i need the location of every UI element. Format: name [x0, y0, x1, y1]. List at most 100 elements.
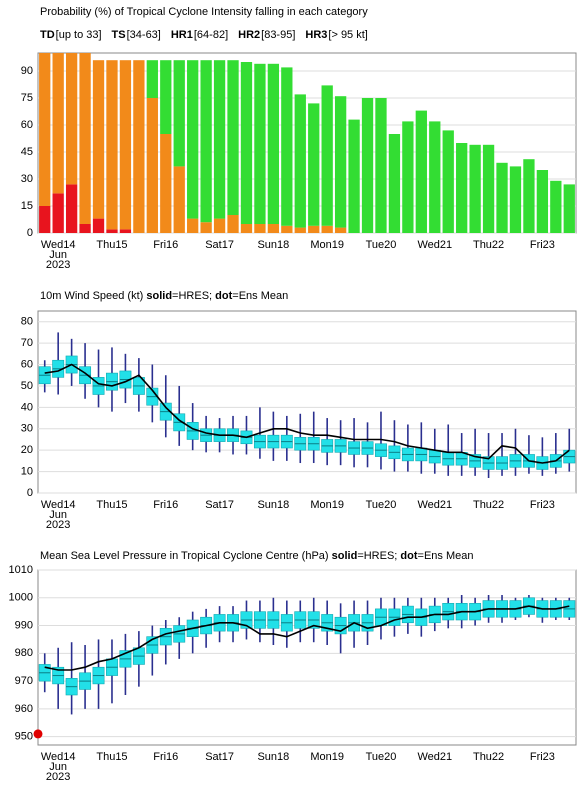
y-tick-label: 1010 [9, 564, 33, 576]
x-tick-label: Thu15 [96, 751, 127, 763]
y-tick-label: 60 [21, 119, 33, 131]
chart-title: Probability (%) of Tropical Cyclone Inte… [40, 6, 368, 18]
bar-segment [133, 60, 145, 234]
legend-range: [up to 33] [56, 29, 102, 41]
bar-segment [160, 60, 172, 135]
bar-segment [442, 130, 454, 233]
legend-range: [34-63] [127, 29, 161, 41]
bar-segment [294, 94, 306, 228]
legend-range: [> 95 kt] [328, 29, 367, 41]
x-tick-label: Wed21 [417, 499, 452, 511]
chart-title-part: dot [400, 550, 417, 562]
bar-segment [482, 144, 495, 233]
y-tick-label: 960 [15, 703, 33, 715]
bar-segment [119, 229, 132, 233]
x-tick-label: Thu22 [473, 751, 504, 763]
bar-segment [375, 98, 387, 233]
chart-title-part: dot [215, 290, 232, 302]
y-tick-label: 0 [27, 227, 33, 239]
x-tick-label: Sun18 [257, 499, 289, 511]
legend-name: HR3 [305, 29, 327, 41]
bar-segment [563, 184, 575, 233]
x-sublabel: 2023 [46, 519, 70, 531]
bar-segment [173, 166, 185, 233]
bar-segment [536, 170, 549, 233]
bar-segment [146, 60, 158, 98]
y-tick-label: 970 [15, 675, 33, 687]
x-sublabel: Jun [49, 761, 67, 773]
x-tick-label: Sun18 [257, 239, 289, 251]
bar-segment [213, 218, 226, 233]
bar-segment [106, 229, 118, 233]
x-tick-label: Tue20 [366, 239, 397, 251]
legend-name: TD [40, 29, 55, 41]
y-tick-label: 980 [15, 647, 33, 659]
bar-segment [240, 62, 253, 224]
bar-segment [52, 53, 64, 194]
chart-title-part: Mean Sea Level Pressure in Tropical Cycl… [40, 550, 332, 562]
x-tick-label: Fri23 [530, 239, 555, 251]
bar-segment [267, 63, 280, 224]
chart-title-part: =HRES; [172, 290, 215, 302]
bar-segment [92, 60, 105, 219]
chart-title-part: =Ens Mean [418, 550, 474, 562]
x-sublabel: Jun [49, 509, 67, 521]
y-tick-label: 1000 [9, 592, 33, 604]
bar-segment [469, 144, 481, 233]
bar-segment [79, 224, 91, 233]
bar-segment [334, 227, 347, 233]
y-tick-label: 45 [21, 146, 33, 158]
x-tick-label: Fri16 [153, 499, 178, 511]
y-tick-label: 10 [21, 465, 33, 477]
y-tick-label: 80 [21, 316, 33, 328]
observed-point [33, 729, 43, 739]
plot-frame [37, 310, 577, 494]
legend-name: HR2 [238, 29, 260, 41]
x-sublabel: Jun [49, 249, 67, 261]
bar-segment [334, 96, 347, 228]
chart-title-part: solid [332, 550, 358, 562]
legend-range: [64-82] [194, 29, 228, 41]
y-tick-label: 30 [21, 173, 33, 185]
bar-segment [119, 60, 132, 230]
x-tick-label: Fri16 [153, 751, 178, 763]
bar-segment [415, 110, 427, 233]
bar-segment [281, 225, 293, 233]
bar-segment [388, 134, 401, 233]
x-tick-label: Thu22 [473, 239, 504, 251]
chart-title-part: =Ens Mean [232, 290, 288, 302]
bar-segment [39, 53, 51, 206]
y-tick-label: 30 [21, 423, 33, 435]
bar-segment [187, 60, 199, 219]
y-tick-label: 75 [21, 92, 33, 104]
x-tick-label: Sat17 [205, 239, 234, 251]
x-tick-label: Fri16 [153, 239, 178, 251]
bar-segment [321, 85, 333, 226]
bar-segment [496, 162, 508, 233]
legend-name: TS [112, 29, 126, 41]
bar-segment [321, 225, 333, 233]
x-tick-label: Mon19 [310, 751, 344, 763]
bar-segment [227, 60, 239, 216]
bar-segment [294, 227, 306, 233]
bar-segment [550, 180, 562, 233]
bar-segment [200, 222, 212, 233]
legend-range: [83-95] [261, 29, 295, 41]
bar-segment [160, 134, 172, 233]
x-tick-label: Fri23 [530, 751, 555, 763]
bar-segment [187, 218, 199, 233]
bar-segment [361, 98, 374, 233]
y-tick-label: 40 [21, 401, 33, 413]
x-tick-label: Wed14 [41, 751, 76, 763]
y-tick-label: 70 [21, 337, 33, 349]
y-tick-label: 20 [21, 444, 33, 456]
y-tick-label: 15 [21, 200, 33, 212]
chart-title-part: =HRES; [357, 550, 400, 562]
bar-segment [173, 60, 185, 167]
x-tick-label: Fri23 [530, 499, 555, 511]
x-tick-label: Wed21 [417, 239, 452, 251]
bar-segment [39, 206, 51, 233]
x-tick-label: Tue20 [366, 751, 397, 763]
bar-segment [146, 98, 158, 233]
